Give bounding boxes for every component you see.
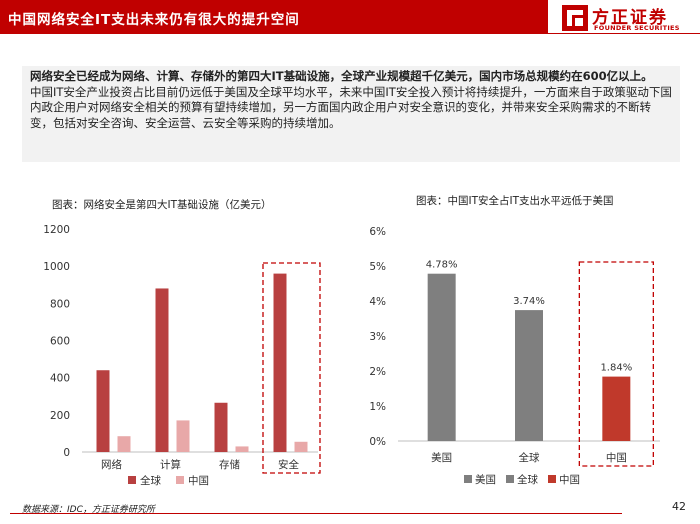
x-tick-label: 存储: [219, 458, 240, 471]
x-tick-label: 美国: [431, 451, 452, 464]
legend-swatch-全球: [506, 475, 514, 483]
highlight-box-safety: [262, 262, 321, 474]
page-title: 中国网络安全IT支出未来仍有很大的提升空间: [8, 12, 300, 28]
legend-swatch-中国: [176, 476, 184, 484]
y-tick-label: 600: [50, 336, 70, 348]
x-tick-label: 网络: [101, 458, 122, 471]
chart2-title: 图表：中国IT安全占IT支出水平远低于美国: [416, 195, 614, 207]
y-tick-label: 400: [50, 373, 70, 385]
bar-美国: [427, 273, 456, 441]
footer-source: 数据来源：IDC，方正证券研究所: [22, 505, 155, 515]
brand-logo: 方正证券 FOUNDER SECURITIES: [562, 3, 696, 33]
data-label: 1.84%: [600, 363, 632, 374]
bar-全球: [515, 310, 543, 441]
y-tick-label: 1200: [43, 224, 70, 236]
y-tick-label: 6%: [369, 226, 386, 238]
bar-中国-计算: [176, 420, 190, 452]
chart1-title: 图表：网络安全是第四大IT基础设施（亿美元）: [52, 199, 272, 211]
y-tick-label: 800: [50, 298, 70, 310]
title-divider: [548, 33, 700, 34]
bar-全球-计算: [155, 288, 169, 452]
y-tick-label: 1%: [369, 401, 386, 413]
legend-swatch-中国: [548, 475, 556, 483]
y-tick-label: 0%: [369, 436, 386, 448]
legend-label: 全球: [517, 473, 538, 486]
x-tick-label: 安全: [278, 458, 299, 471]
y-tick-label: 4%: [369, 296, 386, 308]
bar-全球-存储: [214, 402, 228, 452]
logo-text-cn: 方正证券: [592, 8, 668, 28]
bar-中国-安全: [294, 441, 308, 452]
data-label: 4.78%: [426, 260, 458, 271]
bar-全球-安全: [273, 273, 287, 452]
footer-divider: [10, 513, 622, 514]
summary-body: 中国IT安全产业投资占比目前仍远低于美国及全球平均水平，未来中国IT安全投入预计…: [30, 84, 672, 130]
title-bar: 中国网络安全IT支出未来仍有很大的提升空间: [0, 0, 548, 34]
y-tick-label: 200: [50, 410, 70, 422]
x-tick-label: 全球: [519, 451, 540, 464]
y-tick-label: 2%: [369, 366, 386, 378]
bar-中国-存储: [235, 446, 249, 452]
x-tick-label: 计算: [160, 458, 181, 471]
y-tick-label: 3%: [369, 331, 386, 343]
x-tick-label: 中国: [606, 451, 627, 464]
y-tick-label: 5%: [369, 261, 386, 273]
bar-中国: [602, 376, 631, 441]
legend-swatch-美国: [464, 475, 472, 483]
data-label: 3.74%: [513, 296, 545, 307]
founder-logo-icon: [562, 5, 588, 31]
y-tick-label: 0: [63, 447, 70, 459]
summary-box: 网络安全已经成为网络、计算、存储外的第四大IT基础设施，全球产业规模超千亿美元，…: [22, 66, 680, 162]
legend-swatch-全球: [128, 476, 136, 484]
legend-label: 全球: [140, 474, 161, 487]
legend-label: 美国: [475, 473, 496, 486]
legend-label: 中国: [559, 473, 580, 486]
page-number: 42: [672, 500, 686, 513]
legend-label: 中国: [188, 474, 209, 487]
summary-lead: 网络安全已经成为网络、计算、存储外的第四大IT基础设施，全球产业规模超千亿美元，…: [30, 69, 653, 83]
logo-text-en: FOUNDER SECURITIES: [594, 24, 680, 32]
bar-全球-网络: [96, 370, 110, 452]
highlight-box-china: [578, 261, 654, 467]
bar-中国-网络: [117, 436, 131, 452]
y-tick-label: 1000: [43, 261, 70, 273]
